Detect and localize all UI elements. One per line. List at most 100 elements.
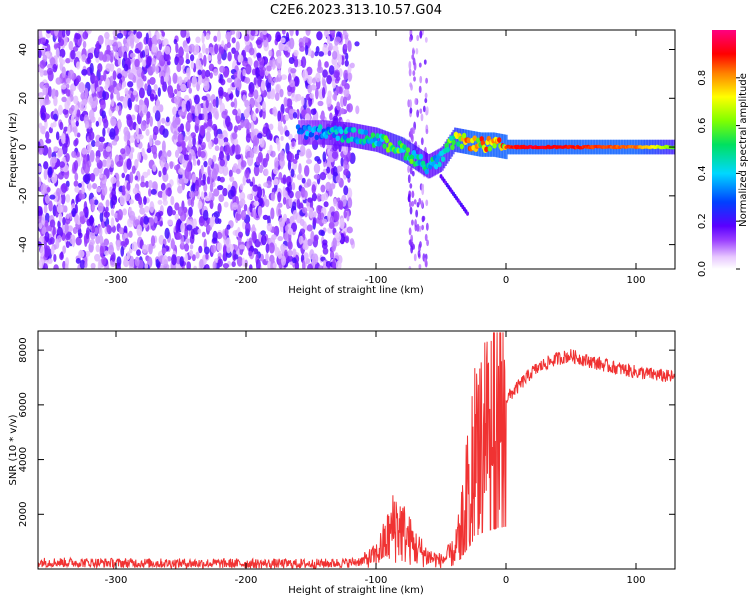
spectrogram-cell (234, 144, 241, 155)
spectrogram-cell (89, 152, 95, 163)
spectrogram-cell (425, 222, 429, 231)
spectrogram-cell (57, 172, 64, 180)
spectrogram-cell (141, 244, 148, 254)
spectrogram-cell (411, 149, 417, 156)
spectrogram-cell (73, 95, 79, 105)
spectrogram-cell (279, 158, 286, 168)
spectrogram-cell (343, 185, 349, 196)
spectrogram-cell (235, 168, 241, 175)
spectrogram-cell (213, 68, 219, 76)
spectrogram-cell (260, 80, 266, 92)
spectrogram-cell (336, 101, 341, 111)
spectrogram-cell (416, 223, 420, 232)
spectrogram-cell (290, 168, 295, 178)
spectrogram-cell (121, 189, 126, 196)
spectrogram-cell (197, 201, 203, 210)
spectrogram-cell (93, 167, 100, 177)
spectrogram-cell (444, 141, 447, 166)
spectrogram-cell (135, 123, 139, 136)
spectrogram-cell (307, 263, 313, 269)
spectrogram-cell (74, 137, 79, 146)
spectrogram-cell (418, 85, 422, 94)
spectrogram-cell (257, 205, 263, 218)
spectrogram-cell (257, 197, 264, 208)
spectrogram-cell (282, 196, 287, 205)
spectrogram-cell (174, 202, 180, 211)
y-tick-label: -20 (18, 188, 29, 204)
spectrogram-cell (75, 79, 79, 85)
spectrogram-cell (55, 131, 60, 141)
spectrogram-cell (186, 224, 193, 231)
spectrogram-cell (266, 222, 273, 232)
spectrogram-cell (143, 153, 148, 161)
spectrogram-cell (38, 241, 42, 247)
y-tick-label: -40 (18, 236, 29, 252)
spectrogram-cell (104, 250, 109, 256)
spectrogram-cell (268, 76, 273, 83)
spectrogram-cell (298, 235, 304, 245)
spectrogram-cell (78, 232, 83, 239)
spectrogram-cell (204, 264, 210, 269)
spectrogram-cell (340, 107, 345, 115)
spectrogram-cell (259, 136, 265, 148)
spectrogram-cell (167, 219, 173, 226)
spectrogram-cell (191, 173, 197, 183)
spectrogram-cell (144, 45, 149, 56)
spectrogram-cell (110, 217, 115, 228)
spectrogram-cell (280, 37, 286, 44)
spectrogram-cell (136, 224, 143, 237)
spectrogram-cell (108, 244, 115, 255)
spectrogram-cell (53, 253, 57, 263)
spectrogram-cell (425, 128, 429, 135)
spectrogram-cell (128, 210, 136, 221)
spectrogram-cell (270, 150, 276, 158)
spectrogram-cell (198, 245, 203, 254)
spectrogram-cell (191, 254, 196, 262)
x-tick-label: 0 (503, 575, 509, 586)
spectrogram-cell (117, 209, 123, 221)
spectrogram-cell (271, 234, 277, 241)
spectrogram-cell (292, 158, 298, 164)
spectrogram-cell (335, 85, 340, 95)
spectrogram-cell (245, 221, 251, 234)
spectrogram-cell (184, 227, 189, 240)
spectrogram-cell (383, 130, 386, 155)
spectrogram-cell (65, 217, 71, 225)
spectrogram-cell (123, 126, 129, 137)
spectrogram-cell (185, 59, 191, 65)
spectrogram-cell (53, 96, 58, 107)
spectrogram-cell (213, 163, 219, 176)
spectrogram-cell (249, 97, 256, 108)
spectrogram-cell (330, 120, 333, 146)
spectrogram-cell (302, 259, 306, 269)
spectrogram-cell (292, 111, 298, 119)
spectrogram-cell (188, 87, 193, 94)
spectrogram-cell (92, 183, 98, 190)
spectrogram-cell (55, 77, 62, 85)
spectrogram-cell (409, 158, 414, 165)
spectrogram-cell (237, 54, 244, 63)
spectrogram-cell (314, 156, 321, 162)
spectrogram-cell (334, 36, 342, 43)
spectrogram-cell (184, 135, 189, 142)
spectrogram-cell (352, 123, 355, 148)
spectrogram-cell (185, 100, 191, 112)
spectrogram-cell (201, 69, 206, 80)
spectrogram-cell (170, 195, 175, 206)
spectrogram-cell (242, 68, 247, 77)
spectrogram-cell (151, 63, 156, 73)
spectrogram-cell (53, 30, 59, 37)
spectrogram-cell (443, 143, 446, 169)
spectrogram-cell (173, 130, 178, 140)
spectrogram-cell (274, 92, 280, 102)
spectrogram-cell (418, 264, 422, 269)
spectrogram-cell (89, 173, 96, 182)
spectrogram-cell (66, 96, 71, 106)
spectrogram-cell (335, 135, 340, 142)
spectrogram-cell (183, 94, 190, 101)
spectrogram-cell (207, 54, 212, 62)
spectrogram-cell (231, 37, 236, 44)
spectrogram-cell (317, 218, 323, 225)
spectrogram-cell (306, 206, 311, 212)
spectrogram-cell (333, 198, 337, 207)
